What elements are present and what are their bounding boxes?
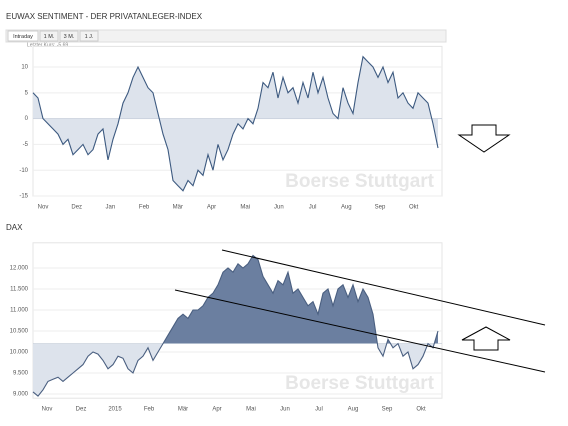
y-tick-label: 9.500	[13, 371, 29, 377]
area-below	[33, 118, 438, 191]
x-tick-label: Jun	[280, 407, 290, 413]
y-tick-label: 10.500	[10, 329, 29, 335]
annotation: Letzter Kurs: -5,69	[27, 42, 68, 48]
x-tick-label: Jul	[315, 407, 323, 413]
area-above	[33, 56, 432, 119]
tab-label[interactable]: 1 M.	[44, 34, 55, 40]
area-above	[33, 255, 438, 344]
x-tick-label: Aug	[348, 407, 359, 413]
x-tick-label: Nov	[42, 407, 53, 413]
x-tick-label: Jul	[309, 205, 317, 211]
line	[32, 254, 439, 397]
tab	[59, 30, 79, 42]
x-tick-label: Aug	[341, 205, 352, 211]
down-arrow	[457, 124, 511, 153]
y-tick-label: 11.000	[10, 308, 29, 314]
x-tick-label: Okt	[416, 407, 426, 413]
x-tick-label: Feb	[139, 205, 150, 211]
tab-label[interactable]: 3 M.	[64, 34, 75, 40]
up-arrow	[461, 326, 511, 351]
x-tick-label: Apr	[212, 407, 221, 413]
watermark: Boerse Stuttgart	[285, 171, 435, 192]
x-tick-label: Feb	[144, 407, 155, 413]
tab	[79, 30, 99, 42]
tab	[39, 30, 59, 42]
trend-line	[221, 249, 546, 326]
x-tick-label: Jun	[274, 205, 284, 211]
tab	[7, 30, 39, 42]
x-tick-label: Apr	[207, 205, 216, 211]
x-tick-label: Dez	[71, 205, 82, 211]
tab-label[interactable]: 1 J.	[85, 34, 94, 40]
y-tick-label: -5	[23, 142, 29, 148]
y-tick-label: 10.000	[10, 350, 29, 356]
x-tick-label: Okt	[409, 205, 419, 211]
y-tick-label: 0	[25, 116, 29, 122]
x-tick-label: Jan	[106, 205, 116, 211]
trend-line	[174, 289, 546, 373]
y-tick-label: 12.000	[10, 266, 29, 272]
y-tick-label: 10	[21, 65, 28, 71]
y-tick-label: -15	[19, 194, 28, 200]
chart-title: DAX	[6, 223, 23, 232]
x-tick-label: Mai	[246, 407, 256, 413]
x-tick-label: Sep	[382, 407, 393, 413]
chart-title: EUWAX SENTIMENT - DER PRIVATANLEGER-INDE…	[6, 12, 203, 21]
x-tick-label: Mai	[240, 205, 250, 211]
x-tick-label: Mär	[178, 407, 188, 413]
area-below	[33, 343, 435, 397]
x-tick-label: Nov	[38, 205, 49, 211]
tab-bar	[5, 29, 447, 43]
x-tick-label: Dez	[76, 407, 87, 413]
y-tick-label: 9.000	[13, 392, 29, 398]
x-tick-label: Mär	[173, 205, 183, 211]
x-tick-label: 2015	[108, 407, 122, 413]
y-tick-label: 11.500	[10, 287, 29, 293]
tab-label[interactable]: Intraday	[13, 34, 33, 40]
x-tick-label: Sep	[375, 205, 386, 211]
line	[32, 55, 439, 192]
y-tick-label: -10	[19, 168, 28, 174]
watermark: Boerse Stuttgart	[285, 373, 435, 394]
y-tick-label: 5	[25, 90, 29, 96]
